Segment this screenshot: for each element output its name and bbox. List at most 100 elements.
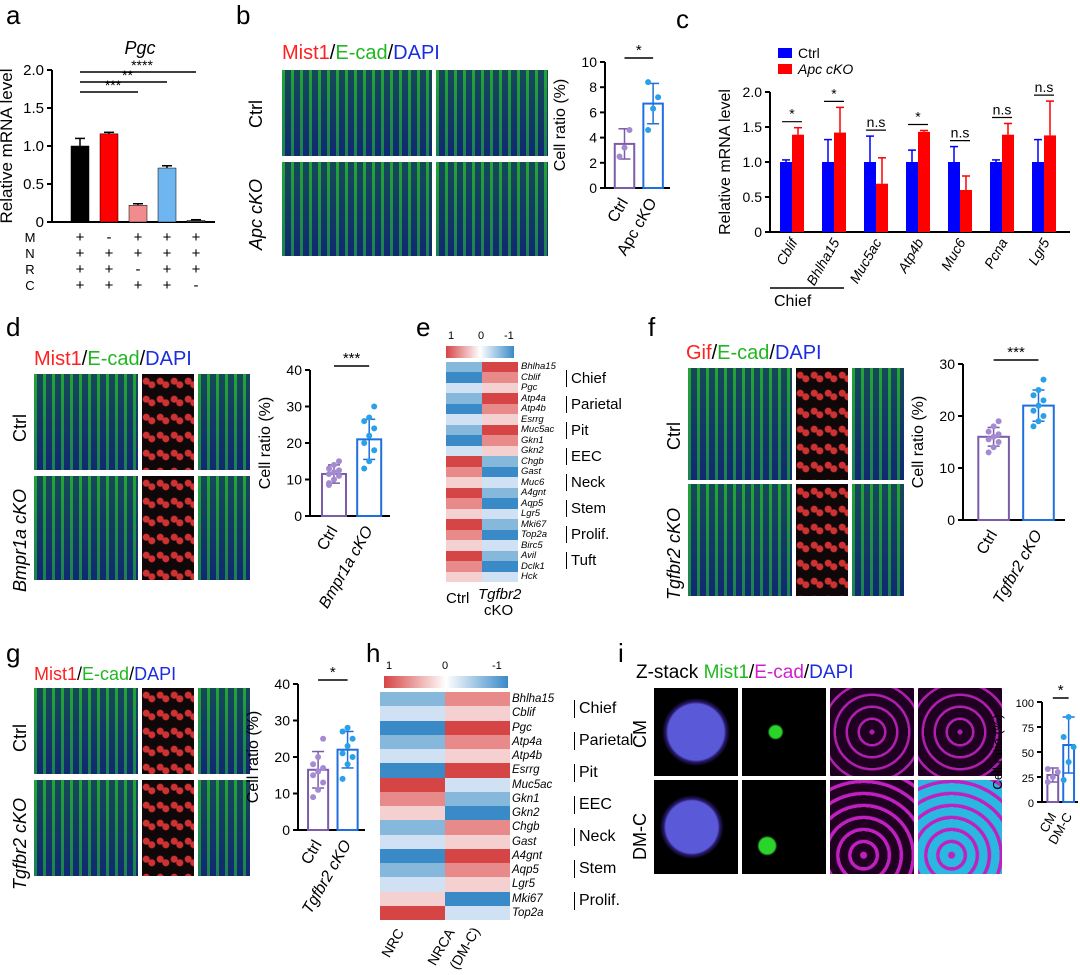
- heatmap-h-scale-lo: -1: [492, 660, 502, 672]
- chart-b-y-tick-label: 0: [589, 180, 597, 196]
- chart-f-y-tick-label: 10: [939, 460, 955, 476]
- heatmap-cell: [380, 734, 413, 750]
- chart-g-y-tick-label: 0: [282, 822, 290, 838]
- chart-i-y-tick-label: 25: [1022, 773, 1034, 785]
- chart-g-point: [315, 786, 322, 793]
- heatmap-cell: [464, 435, 483, 447]
- chart-g-y-tick-label: 40: [274, 676, 290, 692]
- chart-d-point: [331, 461, 337, 468]
- heatmap-h-scale-mid: 0: [442, 660, 449, 672]
- stain-title-f: Gif/E-cad/DAPI: [686, 342, 822, 365]
- chart-a-factor-sign: +: [76, 261, 85, 278]
- chart-c-x-tick-label: Muc5ac: [846, 236, 884, 286]
- chart-g-point: [349, 754, 356, 760]
- chart-c-x-tick-label: Bhlha15: [803, 235, 843, 288]
- chart-d-point: [336, 472, 342, 479]
- heatmap-cell: [477, 820, 510, 835]
- heatmap-cell: [482, 382, 501, 394]
- heatmap-cell: [500, 561, 518, 573]
- heatmap-cell: [464, 424, 483, 436]
- chart-b-point: [616, 153, 623, 160]
- heatmap-cell: [464, 403, 483, 415]
- chart-c-sig-label: n.s: [993, 102, 1012, 118]
- chart-c-sig-label: n.s: [1035, 79, 1054, 95]
- heatmap-cell: [482, 561, 501, 573]
- heatmap-cell: [412, 863, 446, 878]
- panel-letter-g: g: [6, 638, 21, 668]
- chart-c-legend-swatch: [778, 64, 792, 74]
- chart-f-sig-label: ***: [1007, 344, 1025, 361]
- micrograph-i-dmc-merge: [918, 780, 1002, 874]
- stain-dapi: DAPI: [145, 348, 192, 370]
- heatmap-cell: [445, 905, 478, 920]
- heatmap-cell: [446, 393, 465, 405]
- chart-b-point: [645, 79, 652, 86]
- heatmap-gene-label: Mki67: [521, 518, 547, 530]
- chart-f-y-tick-label: 30: [939, 356, 955, 372]
- chart-a-factor-label: M: [25, 230, 36, 245]
- micrograph-g-cko-red: [142, 780, 194, 876]
- micrograph-g-cko-merge: [198, 780, 250, 876]
- chart-f-point: [985, 449, 992, 456]
- heatmap-cell: [500, 424, 518, 436]
- chart-a-factor-sign: +: [134, 229, 143, 246]
- stain-dapi: DAPI: [774, 342, 822, 364]
- chart-d-point: [371, 403, 378, 410]
- chart-i-y-tick-label: 100: [1016, 698, 1034, 710]
- chart-b-y-tick-label: 2: [589, 155, 597, 171]
- chart-a-title: Pgc: [124, 38, 155, 58]
- heatmap-cell: [380, 706, 413, 721]
- chart-c-legend-swatch: [778, 48, 792, 58]
- micrograph-b-ctrl-zoom: [436, 70, 548, 156]
- chart-c-legend-label: Ctrl: [798, 45, 820, 61]
- chart-c-bar: [864, 162, 876, 232]
- heatmap-e-scale-hi: 1: [448, 330, 455, 342]
- chart-c-bar: [948, 162, 960, 232]
- chart-a-y-tick-label: 2.0: [23, 62, 44, 79]
- heatmap-cell: [500, 519, 518, 531]
- stain-dapi: DAPI: [809, 662, 854, 683]
- chart-d-point: [331, 469, 337, 476]
- chart-a-factor-sign: +: [76, 245, 85, 262]
- heatmap-cell: [464, 445, 483, 457]
- heatmap-cell: [445, 848, 478, 864]
- heatmap-cell: [464, 487, 483, 499]
- heatmap-cell: [500, 414, 518, 426]
- heatmap-cell: [445, 777, 478, 793]
- chart-f-x-tick-label: Ctrl: [974, 528, 1001, 558]
- heatmap-cell: [500, 550, 518, 562]
- heatmap-cell: [477, 848, 510, 864]
- chart-d-bar: [321, 473, 347, 517]
- chart-a-sig-label: **: [122, 67, 133, 83]
- chart-f-point: [1040, 397, 1047, 404]
- micrograph-g-ctrl-main: [34, 688, 138, 774]
- heatmap-gene-label: Gast: [512, 835, 537, 848]
- chart-a-factor-sign: +: [134, 245, 143, 262]
- micrograph-i-cm-magenta: [830, 688, 914, 776]
- chart-g-point: [339, 750, 346, 757]
- heatmap-cell: [477, 763, 510, 778]
- heatmap-cell: [482, 362, 501, 373]
- chart-g-point: [310, 761, 317, 768]
- chart-d-sig-label: ***: [343, 350, 361, 367]
- chart-a-bar: [99, 133, 119, 223]
- chart-c-y-tick-label: 2.0: [743, 84, 763, 100]
- heatmap-cell: [446, 456, 465, 468]
- heatmap-cell: [477, 834, 510, 850]
- chart-d-point: [371, 425, 378, 432]
- chart-d-point: [361, 440, 368, 446]
- heatmap-cell: [446, 372, 465, 384]
- chart-c-y-tick-label: 0: [754, 224, 762, 240]
- chart-f-y-label: Cell ratio (%): [910, 396, 927, 488]
- chart-a-factor-sign: +: [163, 245, 172, 262]
- heatmap-group-label: Tuft: [566, 552, 596, 569]
- micrograph-d-cko-red: [142, 476, 194, 580]
- chart-d-y-tick-label: 10: [286, 472, 302, 488]
- stain-mist1: Mist1: [34, 348, 82, 370]
- heatmap-cell: [446, 571, 465, 582]
- panel-letter-i: i: [618, 638, 624, 668]
- heatmap-cell: [482, 424, 501, 436]
- chart-f-point: [990, 444, 997, 451]
- row-label-i-dmc: DM-C: [630, 813, 650, 860]
